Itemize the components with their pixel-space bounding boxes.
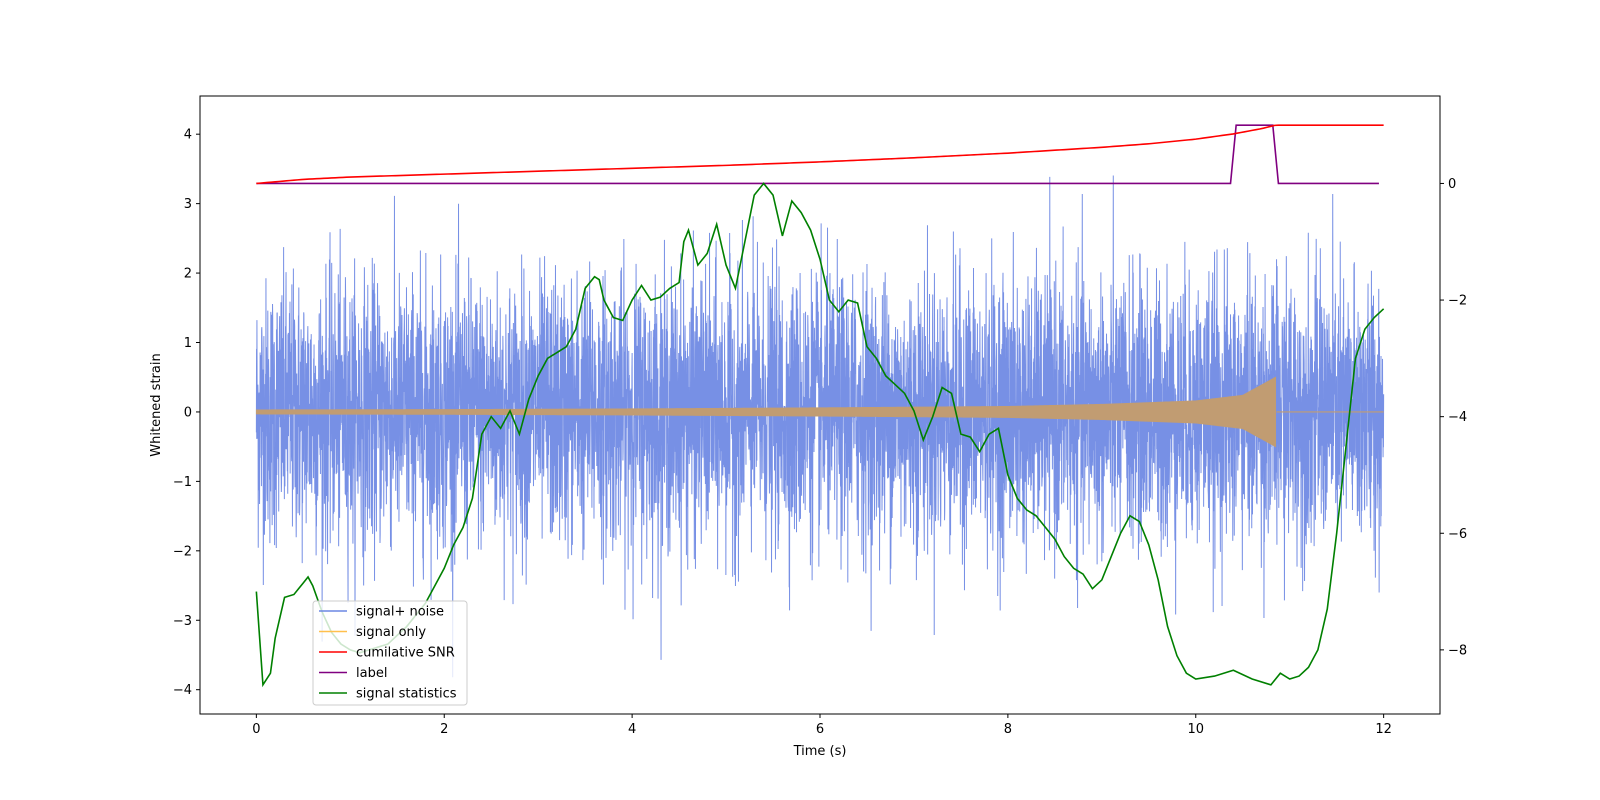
series-signal-only <box>255 376 1384 448</box>
legend-entry: signal statistics <box>319 687 457 702</box>
x-tick-label: 12 <box>1375 722 1392 737</box>
left-y-axis-label: Whitened strain <box>149 353 164 456</box>
right-y-tick-label: −8 <box>1448 643 1467 658</box>
legend-label: signal only <box>356 625 426 640</box>
left-y-tick-label: −4 <box>173 683 192 698</box>
legend-entry: signal only <box>319 625 426 640</box>
right-y-axis-ticks: −8 −6 −4 −2 0 <box>1440 177 1467 658</box>
left-y-tick-label: −1 <box>173 475 192 490</box>
left-y-tick-label: −3 <box>173 614 192 629</box>
legend-label: signal statistics <box>356 687 457 702</box>
signal-only-envelope <box>255 376 1277 448</box>
legend-label: cumilative SNR <box>356 646 455 661</box>
right-y-tick-label: −6 <box>1448 527 1467 542</box>
right-y-tick-label: 0 <box>1448 177 1456 192</box>
plot-area <box>255 124 1385 688</box>
left-y-tick-label: 2 <box>184 267 192 282</box>
x-tick-label: 8 <box>1004 722 1012 737</box>
left-y-axis-ticks: −4 −3 −2 −1 0 1 2 3 4 <box>173 128 200 698</box>
legend-entry: label <box>319 666 387 681</box>
legend-entry: signal+ noise <box>319 605 444 620</box>
x-tick-label: 4 <box>628 722 636 737</box>
legend-entry: cumilative SNR <box>319 646 455 661</box>
x-tick-label: 6 <box>816 722 824 737</box>
left-y-tick-label: 1 <box>184 336 192 351</box>
line-series-group <box>255 124 1385 688</box>
line-label <box>256 124 1379 185</box>
x-tick-label: 2 <box>440 722 448 737</box>
line-signal-statistics <box>255 182 1385 688</box>
legend-label: label <box>356 666 387 681</box>
x-axis-ticks: 0 2 4 6 8 10 12 <box>252 714 1392 737</box>
x-tick-label: 10 <box>1187 722 1204 737</box>
right-y-tick-label: −2 <box>1448 294 1467 309</box>
x-axis-label: Time (s) <box>793 744 847 759</box>
x-tick-label: 0 <box>252 722 260 737</box>
legend-box <box>312 600 468 706</box>
left-y-tick-label: 4 <box>184 128 192 143</box>
legend-label: signal+ noise <box>356 605 444 620</box>
legend: signal+ noise signal only cumilative SNR la… <box>312 600 468 706</box>
right-y-tick-label: −4 <box>1448 410 1467 425</box>
left-y-tick-label: −2 <box>173 544 192 559</box>
left-y-tick-label: 0 <box>184 405 192 420</box>
series-signal-noise <box>255 175 1385 678</box>
line-cumilative-snr <box>256 124 1384 185</box>
line-signal-noise <box>255 175 1385 678</box>
left-y-tick-label: 3 <box>184 197 192 212</box>
